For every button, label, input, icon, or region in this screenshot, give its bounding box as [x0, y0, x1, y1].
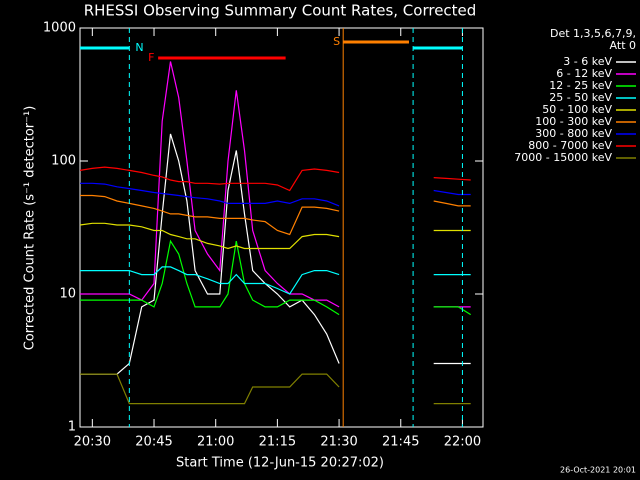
series-line	[80, 182, 471, 207]
x-tick-label: 21:15	[259, 435, 296, 450]
legend-label: 3 - 6 keV	[563, 55, 612, 68]
series-line	[80, 239, 472, 316]
x-tick-label: 21:00	[197, 435, 234, 450]
interval-label: F	[148, 51, 154, 64]
x-tick-label: 20:30	[74, 435, 111, 450]
legend-label: 25 - 50 keV	[549, 91, 612, 104]
series-line	[80, 373, 471, 405]
footer: 26-Oct-2021 20:01	[560, 466, 636, 475]
plot-frame	[79, 27, 484, 428]
series-line	[80, 133, 471, 375]
x-tick-label: 21:45	[382, 435, 419, 450]
legend-label: 7000 - 15000 keV	[514, 151, 612, 164]
legend-label: 100 - 300 keV	[535, 115, 612, 128]
y-tick-label: 100	[51, 154, 76, 169]
series-line	[80, 266, 471, 295]
y-tick-label: 10	[59, 287, 76, 302]
legend-label: 6 - 12 keV	[556, 67, 612, 80]
y-tick-label: 1000	[43, 21, 76, 36]
legend-title: Att 0	[610, 39, 636, 52]
legend-label: 50 - 100 keV	[542, 103, 612, 116]
interval-label: S	[333, 35, 340, 48]
series-line	[79, 222, 471, 250]
legend-label: 300 - 800 keV	[535, 127, 612, 140]
x-tick-label: 20:45	[135, 435, 172, 450]
x-tick-label: 22:00	[444, 435, 481, 450]
chart-title: RHESSI Observing Summary Count Rates, Co…	[84, 2, 477, 20]
legend-label: 800 - 7000 keV	[528, 139, 612, 152]
y-axis-label: Corrected Count Rate (s⁻¹ detector⁻¹)	[23, 106, 38, 351]
interval-label: N	[135, 41, 143, 54]
x-tick-label: 21:30	[320, 435, 357, 450]
series-line	[79, 166, 471, 192]
x-axis-label: Start Time (12-Jun-15 20:27:02)	[176, 456, 384, 471]
legend-label: 12 - 25 keV	[549, 79, 612, 92]
y-tick-label: 1	[68, 420, 76, 435]
legend-title: Det 1,3,5,6,7,9,	[550, 27, 636, 40]
